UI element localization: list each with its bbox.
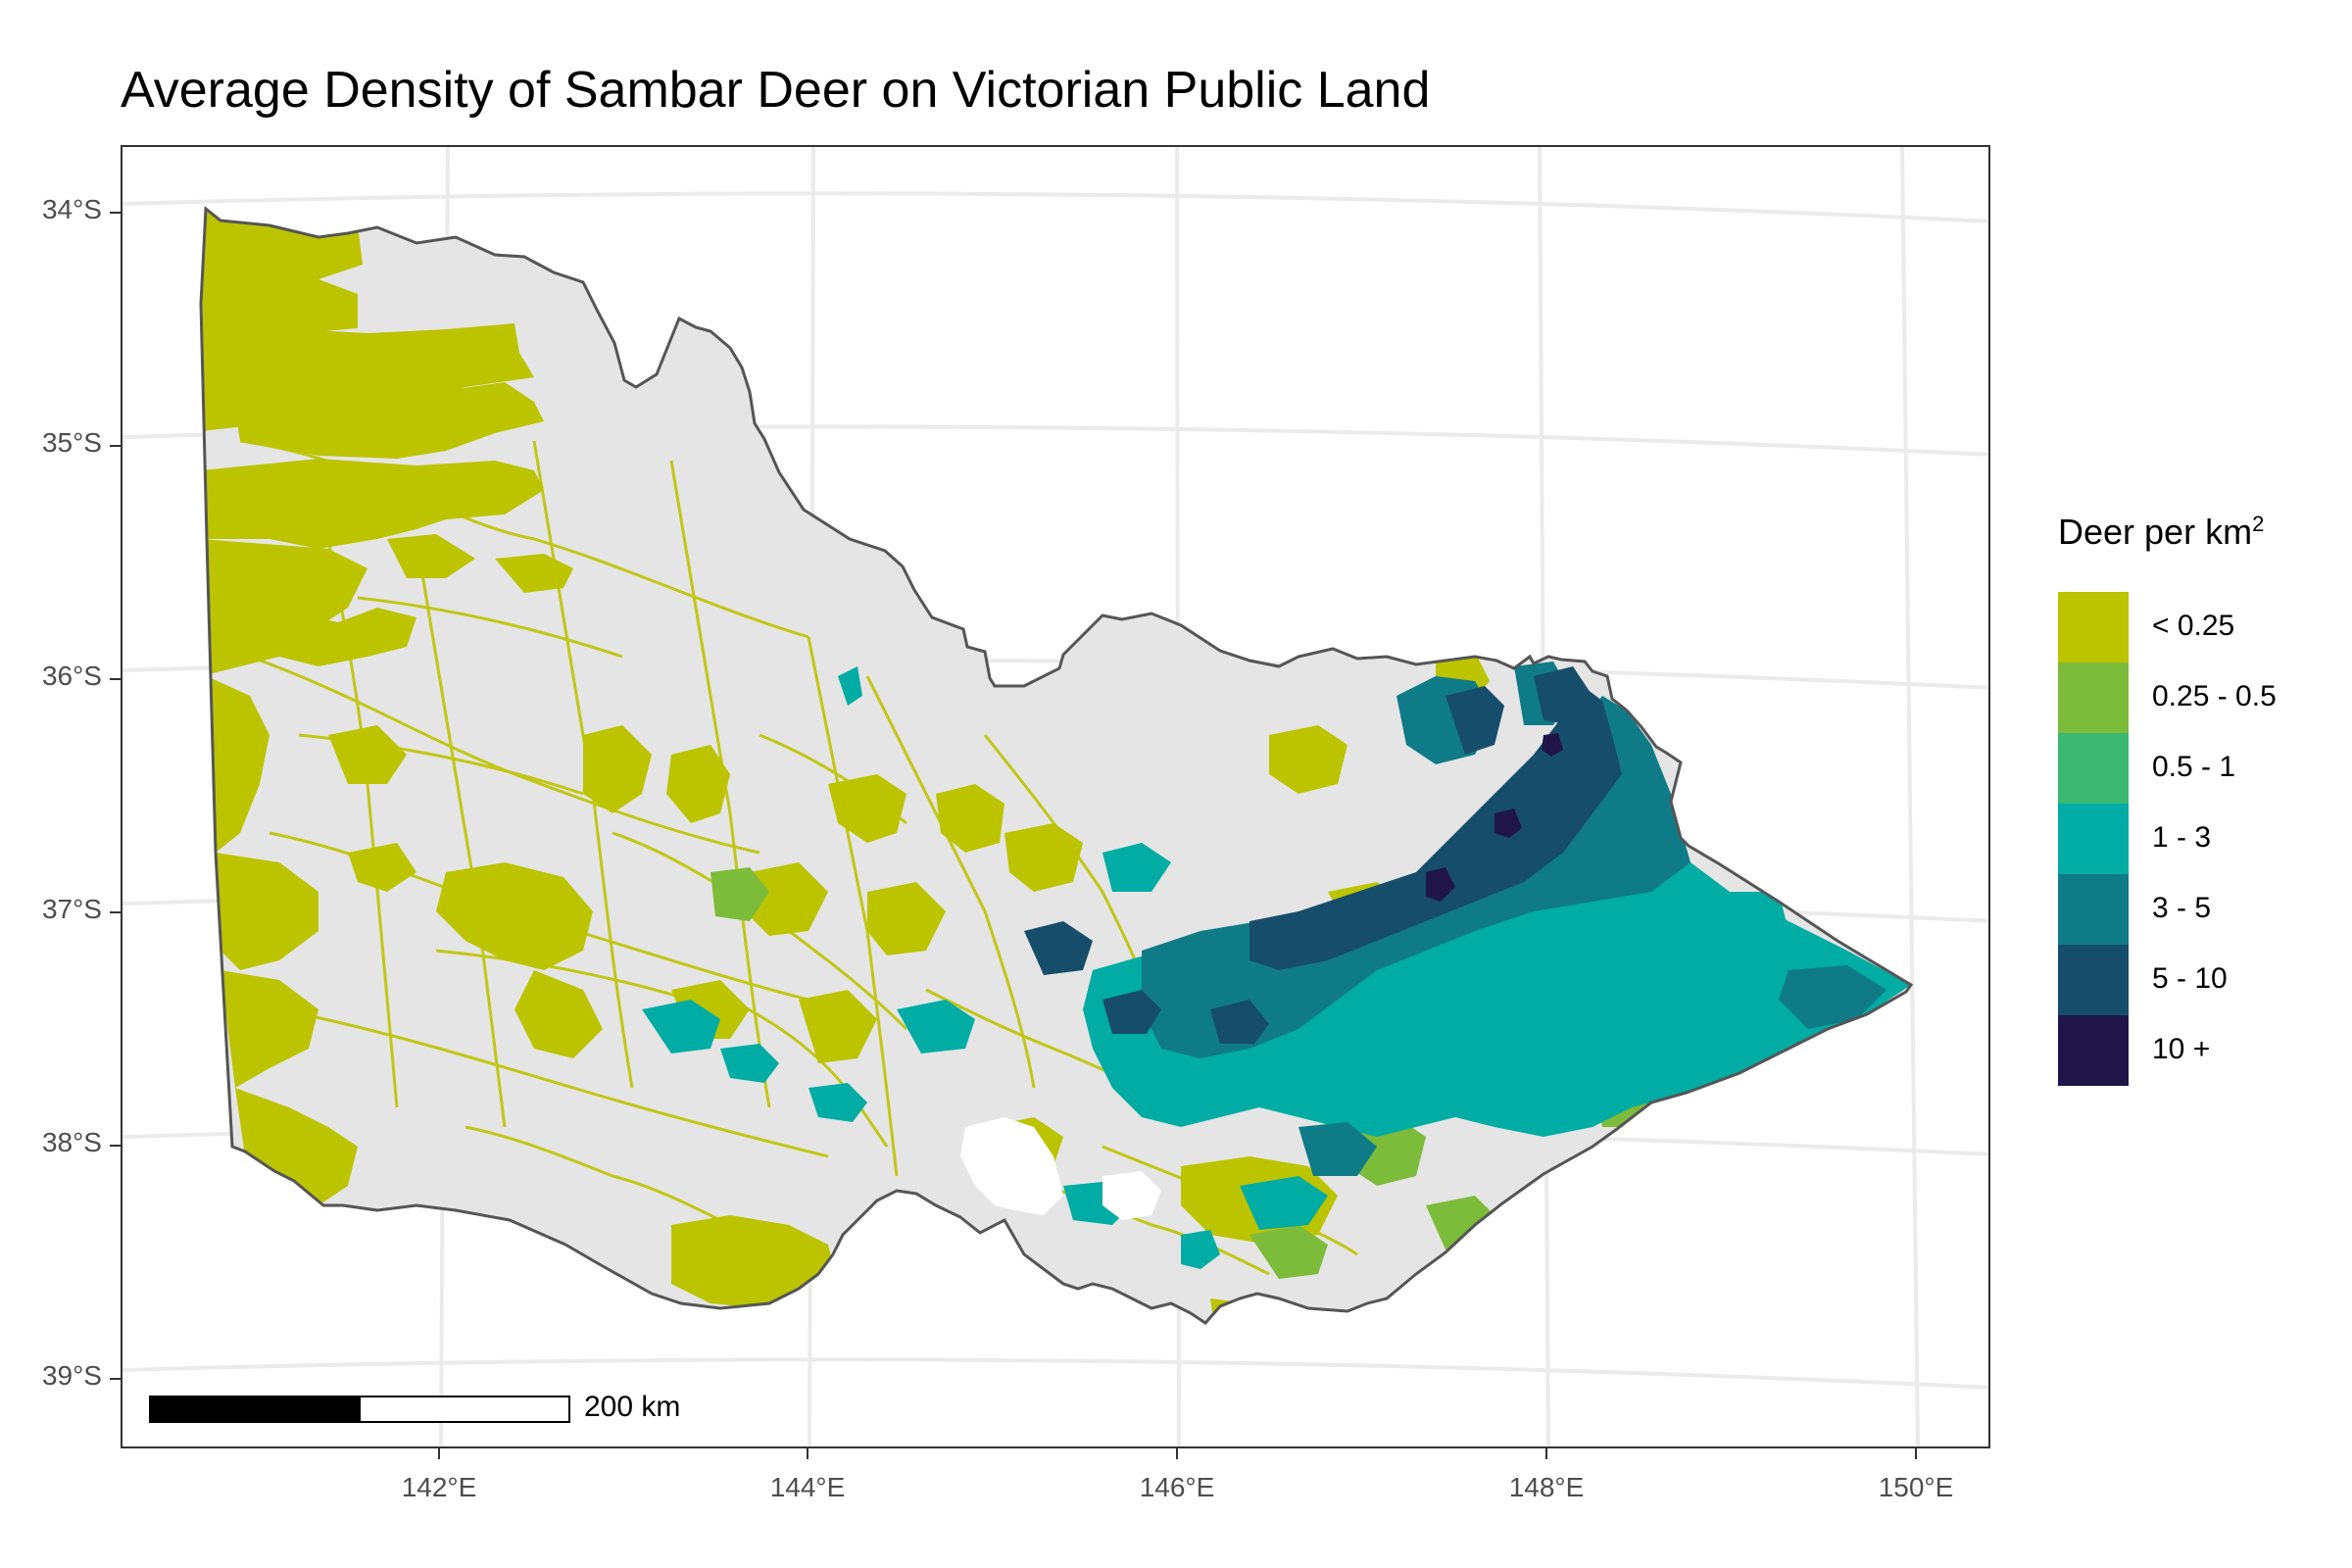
legend-key-0.5-1 — [2058, 733, 2129, 804]
legend-key-10plus — [2058, 1015, 2129, 1086]
legend-key-1-3 — [2058, 804, 2129, 874]
x-tick-label-148e: 148°E — [1508, 1472, 1585, 1502]
legend-title-superscript: 2 — [2252, 512, 2265, 536]
legend-label-10plus: 10 + — [2152, 1033, 2211, 1065]
legend-label-0.25-0.5: 0.25 - 0.5 — [2152, 680, 2277, 712]
y-tick-label-38s: 38°S — [41, 1127, 102, 1157]
legend-key-3-5 — [2058, 874, 2129, 945]
graticule-line-39s — [122, 1357, 1988, 1390]
legend-title: Deer per km2 — [2058, 512, 2264, 553]
map-title: Average Density of Sambar Deer on Victor… — [121, 62, 1431, 119]
y-tick-label-34s: 34°S — [41, 194, 102, 224]
y-tick-mark — [110, 1145, 121, 1147]
density-5-10-regions — [1024, 666, 1622, 1044]
legend-key-0.25-0.5 — [2058, 662, 2129, 733]
x-tick-label-150e: 150°E — [1878, 1472, 1954, 1502]
map-panel[interactable] — [121, 145, 1990, 1448]
graticule-line-34s — [122, 191, 1988, 223]
scale-bar-black-segment — [149, 1396, 361, 1423]
density-10plus-regions — [1426, 733, 1563, 902]
map-canvas — [122, 147, 1988, 1446]
scale-bar-white-segment — [359, 1396, 570, 1423]
y-tick-mark — [110, 1378, 121, 1380]
graticule-line-150e — [1900, 147, 1920, 1446]
x-tick-label-146e: 146°E — [1139, 1472, 1215, 1502]
legend-label-3-5: 3 - 5 — [2152, 892, 2212, 924]
x-tick-mark — [438, 1448, 440, 1459]
legend-label-0.5-1: 0.5 - 1 — [2152, 751, 2236, 783]
state-outline — [199, 206, 1914, 1325]
y-tick-mark — [110, 212, 121, 214]
legend-label-1-3: 1 - 3 — [2152, 821, 2212, 854]
x-tick-label-142e: 142°E — [401, 1472, 477, 1502]
density-lt-0.25-regions — [201, 209, 1490, 1323]
x-tick-mark — [1915, 1448, 1917, 1459]
y-tick-mark — [110, 678, 121, 680]
x-tick-mark — [1545, 1448, 1547, 1459]
scale-bar — [149, 1396, 570, 1423]
x-tick-mark — [1176, 1448, 1178, 1459]
y-tick-label-36s: 36°S — [41, 661, 102, 691]
y-tick-label-37s: 37°S — [41, 894, 102, 924]
y-tick-label-39s: 39°S — [41, 1360, 102, 1391]
y-tick-mark — [110, 445, 121, 447]
y-tick-label-35s: 35°S — [41, 427, 102, 458]
legend-label-5-10: 5 - 10 — [2152, 962, 2228, 995]
western-port-bay — [1102, 1171, 1161, 1220]
legend-title-text: Deer per km — [2058, 512, 2253, 552]
density-layer — [201, 209, 1911, 1323]
legend-key-5-10 — [2058, 945, 2129, 1015]
y-tick-mark — [110, 911, 121, 913]
x-tick-label-144e: 144°E — [769, 1472, 846, 1502]
legend-key-lt-0.25 — [2058, 592, 2129, 662]
x-tick-mark — [807, 1448, 808, 1459]
legend-label-lt-0.25: < 0.25 — [2152, 610, 2235, 642]
scale-bar-label: 200 km — [584, 1391, 681, 1423]
port-phillip-bay — [960, 1117, 1063, 1215]
